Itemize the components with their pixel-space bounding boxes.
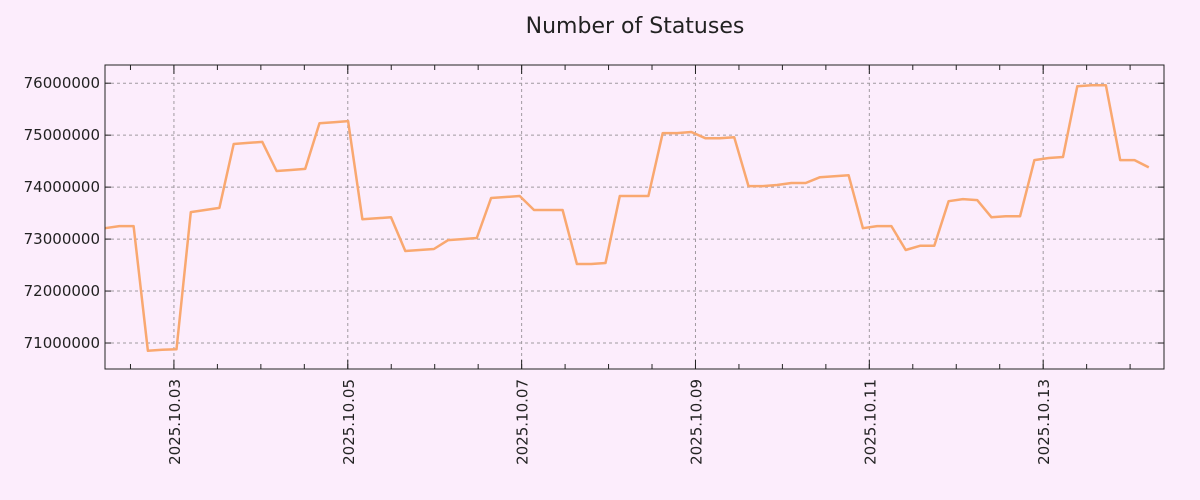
x-tick-label: 2025.10.11: [861, 379, 879, 465]
x-tick-label: 2025.10.09: [687, 379, 705, 465]
x-tick-label: 2025.10.07: [514, 379, 532, 465]
y-tick-label: 71000000: [24, 334, 100, 352]
y-tick-label: 76000000: [24, 74, 100, 92]
y-tick-label: 72000000: [24, 282, 100, 300]
plot-frame: [104, 64, 1165, 370]
x-tick-label: 2025.10.05: [340, 379, 358, 465]
x-tick-label: 2025.10.03: [166, 379, 184, 465]
chart-title: Number of Statuses: [525, 14, 745, 39]
y-tick-label: 75000000: [24, 126, 100, 144]
y-tick-label: 74000000: [24, 178, 100, 196]
y-tick-label: 73000000: [24, 230, 100, 248]
series-line: [104, 84, 1150, 353]
x-tick-label: 2025.10.13: [1035, 379, 1053, 465]
